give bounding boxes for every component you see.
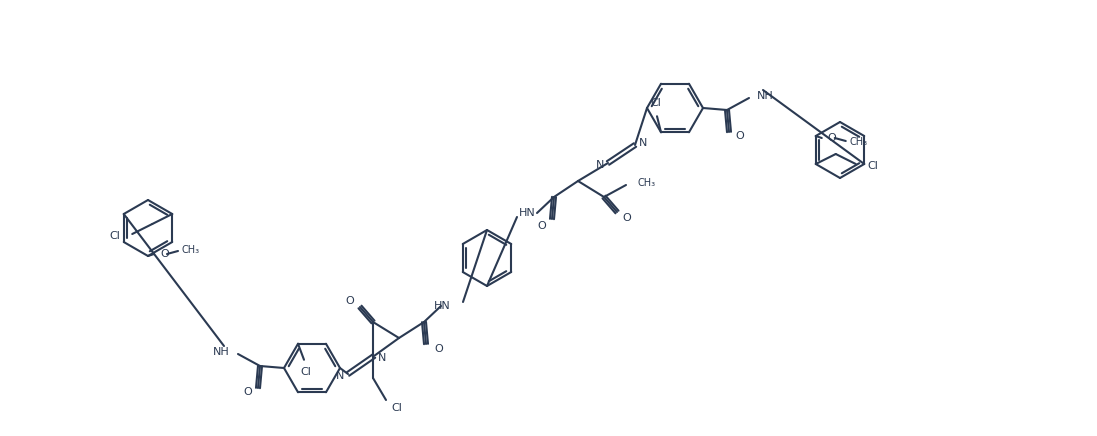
- Text: NH: NH: [213, 347, 230, 357]
- Text: CH₃: CH₃: [182, 245, 200, 255]
- Text: O: O: [244, 387, 252, 397]
- Text: N: N: [638, 138, 647, 148]
- Text: HN: HN: [434, 301, 451, 311]
- Text: Cl: Cl: [651, 98, 661, 108]
- Text: O: O: [538, 221, 546, 231]
- Text: O: O: [346, 296, 354, 306]
- Text: O: O: [735, 131, 744, 141]
- Text: N: N: [596, 160, 604, 170]
- Text: Cl: Cl: [868, 161, 879, 171]
- Text: HN: HN: [519, 208, 535, 218]
- Text: O: O: [828, 133, 837, 143]
- Text: Cl: Cl: [391, 403, 402, 413]
- Text: N: N: [378, 353, 386, 363]
- Text: O: O: [160, 249, 169, 259]
- Text: N: N: [336, 371, 344, 381]
- Text: Cl: Cl: [301, 367, 312, 377]
- Text: CH₃: CH₃: [638, 178, 656, 188]
- Text: Cl: Cl: [110, 231, 121, 241]
- Text: O: O: [434, 344, 443, 354]
- Text: CH₃: CH₃: [850, 137, 868, 147]
- Text: O: O: [622, 213, 631, 223]
- Text: NH: NH: [757, 91, 773, 101]
